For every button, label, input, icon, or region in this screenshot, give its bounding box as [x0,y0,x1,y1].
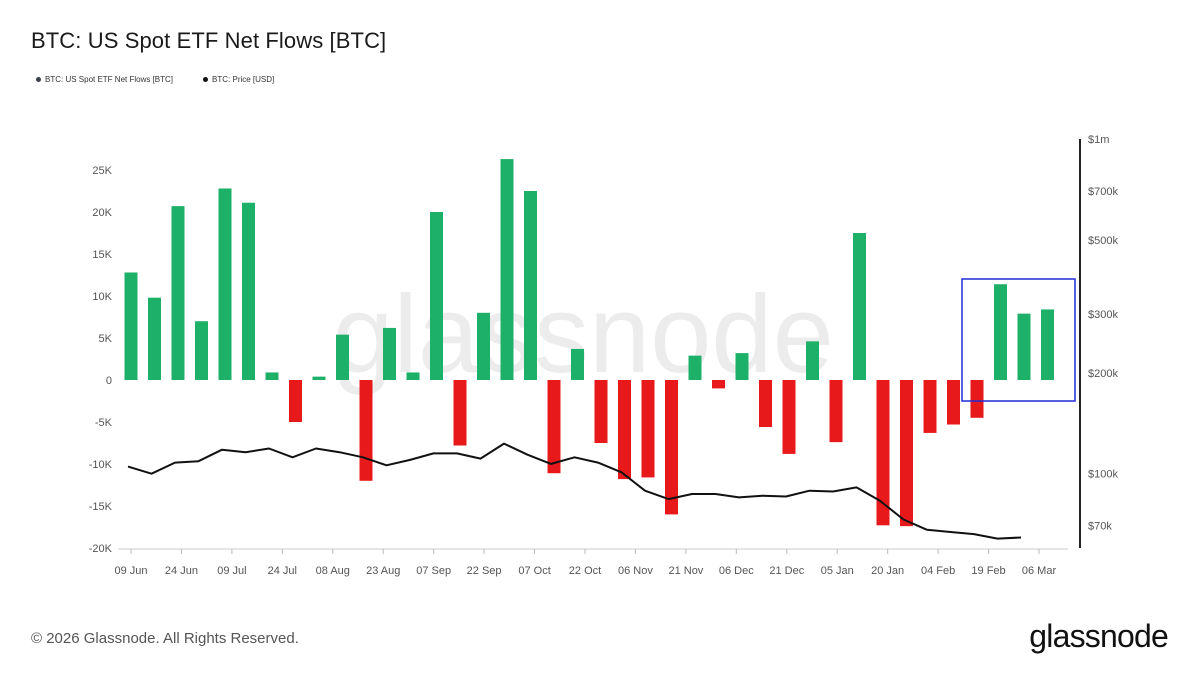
flow-bar [641,380,655,478]
y-left-tick-label: -20K [89,543,113,555]
legend-item-price[interactable]: BTC: Price [USD] [203,75,274,84]
y-right-tick-label: $100k [1088,469,1118,481]
flow-bar [453,380,467,446]
x-tick-label: 20 Jan [871,565,904,577]
y-left-tick-label: -10K [89,459,113,471]
y-left-tick-label: 10K [92,291,112,303]
x-tick-label: 08 Aug [316,565,350,577]
y-left-tick-label: 0 [106,375,112,387]
flow-bar [477,312,490,380]
y-right-tick-label: $200k [1088,368,1118,380]
y-left-tick-label: 20K [92,207,112,219]
price-line [127,442,1022,540]
y-right-tick-label: $70k [1088,521,1112,533]
flow-bar [242,202,255,380]
x-tick-label: 04 Feb [921,565,955,577]
flow-bar [876,380,890,526]
legend-item-flows[interactable]: BTC: US Spot ETF Net Flows [BTC] [36,75,173,84]
flow-bar [900,380,913,527]
x-tick-label: 24 Jun [165,565,198,577]
flow-bar [594,380,608,443]
flow-bar [1041,309,1054,380]
y-left-tick-label: 25K [92,165,112,177]
flow-bar [782,380,796,454]
legend-dot-flows [36,77,41,82]
flow-bar [759,380,772,428]
x-tick-label: 09 Jul [217,565,246,577]
x-tick-label: 05 Jan [821,565,854,577]
flow-bar [829,380,843,443]
x-tick-label: 21 Dec [769,565,804,577]
y-right-tick-label: $1m [1088,134,1109,146]
x-tick-label: 09 Jun [114,565,147,577]
flow-bar [406,372,420,380]
x-tick-label: 07 Sep [416,565,451,577]
x-tick-label: 22 Oct [569,565,601,577]
flow-bar [289,380,302,422]
x-tick-label: 24 Jul [268,565,297,577]
flow-bar [994,284,1007,380]
flow-bar [923,380,937,433]
flow-bar [571,348,584,380]
x-tick-label: 22 Sep [467,565,502,577]
y-right-tick-label: $500k [1088,235,1118,247]
x-tick-label: 06 Mar [1022,565,1057,577]
flow-bar [312,376,326,380]
flow-bar [688,355,702,380]
flow-bar [947,380,960,425]
flow-bar [524,191,537,380]
flow-bar [735,353,749,380]
flow-bar [547,380,561,474]
flow-bar [1017,313,1031,380]
x-tick-label: 19 Feb [971,565,1005,577]
x-tick-label: 06 Dec [719,565,754,577]
legend: BTC: US Spot ETF Net Flows [BTC] BTC: Pr… [36,75,274,84]
flow-bar [500,159,514,380]
flow-bar [970,380,984,418]
highlight-box [961,278,1076,402]
y-right-tick-label: $300k [1088,309,1118,321]
flow-bar [171,206,185,380]
y-left-tick-label: 5K [99,333,113,345]
legend-label-price: BTC: Price [USD] [212,75,275,84]
y-left-tick-label: -15K [89,501,113,513]
brand-logo: glassnode [1029,618,1169,654]
flow-bar [618,380,631,480]
legend-label-flows: BTC: US Spot ETF Net Flows [BTC] [45,75,174,84]
chart-title: BTC: US Spot ETF Net Flows [BTC] [31,28,387,53]
flow-bar [430,212,443,380]
y-left-tick-label: -5K [95,417,113,429]
legend-dot-price [203,77,209,82]
flow-bar [124,272,138,380]
flow-bar [853,233,866,380]
x-tick-label: 23 Aug [366,565,400,577]
copyright-footer: © 2026 Glassnode. All Rights Reserved. [31,630,299,647]
x-tick-label: 07 Oct [518,565,550,577]
flow-bar [806,341,819,380]
flow-bar [336,334,349,380]
flow-bar [218,188,232,380]
flow-bar [712,380,725,389]
x-tick-label: 21 Nov [668,565,703,577]
x-tick-label: 06 Nov [618,565,653,577]
y-right-tick-label: $700k [1088,186,1118,198]
flow-bar [265,372,279,380]
y-left-tick-label: 15K [92,249,112,261]
flow-bar [383,327,396,380]
flow-bar [195,321,208,380]
flow-bar [148,297,161,380]
flow-bar [665,380,678,515]
flow-bar [359,380,373,481]
